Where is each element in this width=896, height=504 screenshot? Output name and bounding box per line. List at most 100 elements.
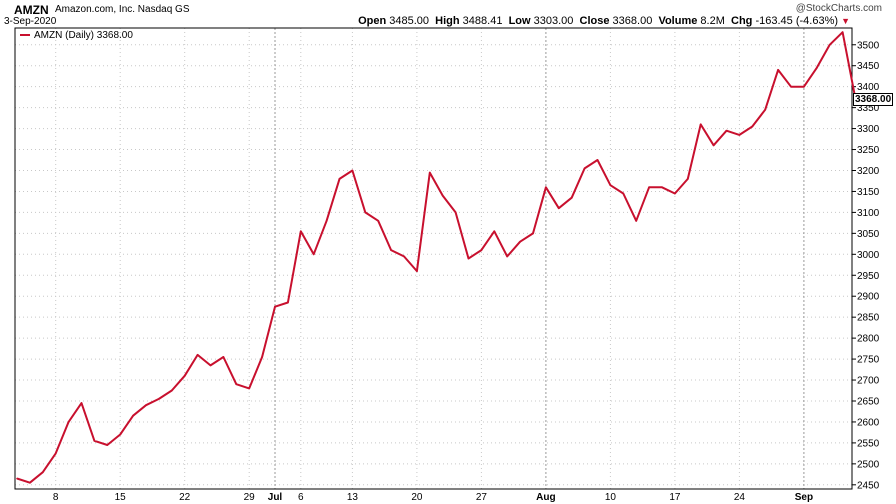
volume-label: Volume <box>658 15 698 27</box>
x-tick-label: 8 <box>53 492 59 503</box>
price-points <box>16 31 857 484</box>
price-point <box>441 194 444 197</box>
price-point <box>532 232 534 235</box>
price-point <box>235 383 238 386</box>
plot-frame <box>14 27 853 490</box>
legend-label: AMZN (Daily) 3368.00 <box>34 30 133 41</box>
y-tick-label: 2650 <box>857 396 880 407</box>
price-point <box>248 387 250 390</box>
price-point <box>648 186 650 189</box>
price-point <box>674 192 676 195</box>
price-point <box>570 196 573 199</box>
price-line-series <box>16 31 857 484</box>
price-point <box>751 125 754 128</box>
close-label: Close <box>579 15 610 27</box>
open-label: Open <box>358 15 387 27</box>
chg-value: -163.45 (-4.63%) <box>755 15 839 27</box>
price-point <box>790 85 792 88</box>
y-tick-label: 3500 <box>857 40 880 51</box>
price-point <box>583 167 586 170</box>
y-axis-ticks: 2450 2500 2550 2600 2650 2700 2750 2800 2850 2900… <box>852 40 880 491</box>
y-tick-label: 3000 <box>857 250 880 261</box>
y-tick-label: 2700 <box>857 376 880 387</box>
down-arrow-icon: ▼ <box>841 16 850 26</box>
price-point <box>725 129 728 132</box>
y-tick-label: 3050 <box>857 229 880 240</box>
price-point <box>403 255 405 258</box>
x-tick-label: 17 <box>669 492 681 503</box>
y-tick-label: 2550 <box>857 438 880 449</box>
y-tick-label: 3200 <box>857 166 880 177</box>
x-tick-label: 27 <box>476 492 488 503</box>
price-point <box>196 354 199 356</box>
price-point <box>558 207 560 210</box>
price-point <box>712 144 715 147</box>
price-point <box>609 184 612 186</box>
y-tick-label: 2900 <box>857 292 880 303</box>
x-tick-label: 10 <box>605 492 617 503</box>
y-tick-label: 2800 <box>857 334 880 345</box>
price-point <box>145 404 147 406</box>
price-point <box>841 31 844 33</box>
y-tick-label: 3150 <box>857 187 880 198</box>
y-tick-label: 3100 <box>857 208 880 219</box>
price-point <box>338 178 341 180</box>
y-tick-label: 2750 <box>857 355 880 366</box>
x-tick-label: Aug <box>536 492 555 503</box>
price-point <box>506 255 509 258</box>
price-point <box>738 134 741 136</box>
y-tick-label: 3300 <box>857 124 880 135</box>
x-tick-label: 24 <box>734 492 746 503</box>
ohlc-summary: Open 3485.00 High 3488.41 Low 3303.00 Cl… <box>358 15 850 27</box>
price-point <box>480 249 483 251</box>
price-point <box>687 178 689 180</box>
high-value: 3488.41 <box>462 15 503 27</box>
y-tick-label: 2600 <box>857 417 880 428</box>
price-point <box>119 433 121 436</box>
x-tick-label: 20 <box>411 492 423 503</box>
y-tick-label: 3450 <box>857 61 880 72</box>
price-point <box>661 186 663 189</box>
price-point <box>622 192 625 195</box>
price-point <box>803 85 805 88</box>
price-point <box>493 230 496 233</box>
low-label: Low <box>508 15 531 27</box>
volume-value: 8.2M <box>700 15 725 27</box>
price-point <box>390 249 392 251</box>
price-point <box>519 240 521 243</box>
price-point <box>596 159 599 161</box>
high-label: High <box>435 15 460 27</box>
price-point <box>106 444 109 446</box>
y-tick-label: 2850 <box>857 313 880 324</box>
price-point <box>416 270 418 272</box>
price-point <box>54 452 57 455</box>
x-tick-label: 6 <box>298 492 304 503</box>
price-point <box>158 398 160 400</box>
stockcharts-watermark: @StockCharts.com <box>795 3 882 14</box>
price-point <box>93 440 96 442</box>
y-tick-label: 3350 <box>857 103 880 114</box>
price-point <box>635 219 637 222</box>
legend: AMZN (Daily) 3368.00 <box>20 30 133 41</box>
open-value: 3485.00 <box>389 15 430 27</box>
ticker-symbol: AMZN <box>14 3 49 17</box>
price-point <box>777 69 779 71</box>
chg-label: Chg <box>731 15 753 27</box>
price-point <box>828 43 831 46</box>
y-tick-label: 2450 <box>857 480 880 491</box>
price-point <box>300 230 302 233</box>
price-point <box>16 477 18 480</box>
price-point <box>132 414 134 417</box>
price-point <box>351 169 354 172</box>
price-point <box>80 402 83 404</box>
price-point <box>364 211 367 214</box>
y-tick-label: 3250 <box>857 145 880 156</box>
price-point <box>545 186 547 189</box>
price-point <box>209 364 212 367</box>
x-tick-label: Jul <box>268 492 283 503</box>
x-tick-label: 13 <box>347 492 359 503</box>
x-axis-ticks: 8 15 22 29 Jul 6 13 20 27 Aug 10 17 24 Sep <box>53 492 813 503</box>
close-value: 3368.00 <box>612 15 653 27</box>
price-point <box>67 421 70 423</box>
